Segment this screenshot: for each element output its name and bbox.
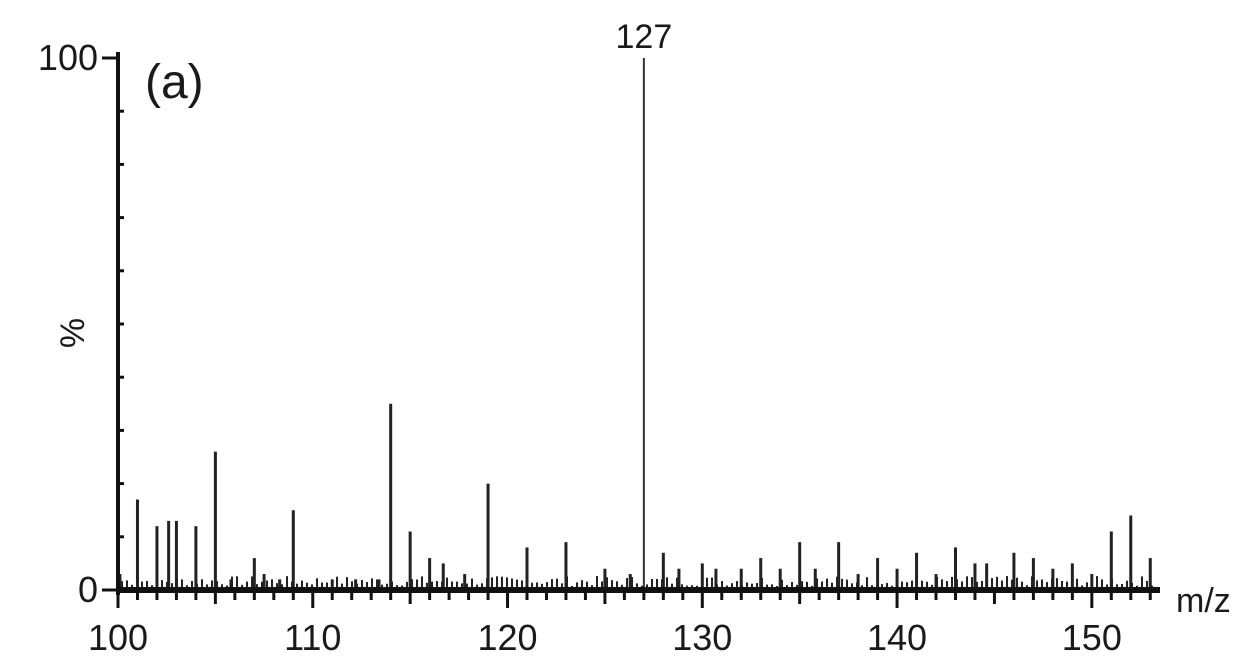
- x-axis-label: m/z: [1176, 582, 1231, 620]
- x-axis-ticks: 100 110 120 130 140 150: [88, 590, 1152, 658]
- x-tick-label: 130: [672, 617, 732, 658]
- y-axis-ticks: 0 100: [38, 37, 124, 610]
- panel-label: (a): [145, 56, 204, 109]
- x-tick-label: 100: [88, 617, 148, 658]
- x-tick-label: 150: [1062, 617, 1122, 658]
- x-tick-label: 120: [477, 617, 537, 658]
- y-tick-label: 100: [38, 37, 98, 78]
- x-tick-label: 140: [867, 617, 927, 658]
- spectrum-peaks: [118, 58, 1152, 590]
- base-peak-label: 127: [616, 18, 673, 56]
- x-tick-label: 110: [284, 617, 341, 658]
- y-tick-label: 0: [78, 569, 98, 610]
- y-axis-label: %: [54, 318, 92, 348]
